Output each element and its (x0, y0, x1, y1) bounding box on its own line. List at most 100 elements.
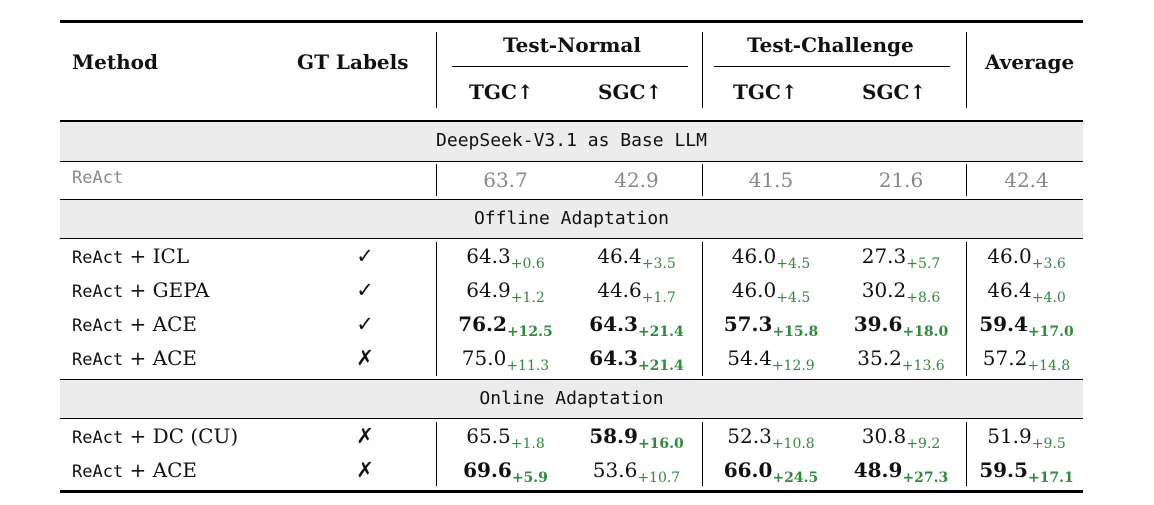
baseline-divider-3 (966, 164, 968, 196)
cell-value: 66.0 (723, 458, 773, 482)
cell-average: 51.9+9.5 (970, 424, 1083, 452)
cell-delta: +8.6 (906, 290, 941, 306)
cell-value: 27.3 (861, 244, 907, 268)
cell-value: 64.3 (589, 312, 638, 336)
cell-delta: +15.8 (772, 324, 819, 340)
section-title-base: DeepSeek-V3.1 as Base LLM (436, 130, 707, 151)
header-rule (60, 120, 1083, 122)
cell-value: 46.0 (731, 278, 777, 302)
baseline-tgc-challenge: 41.5 (748, 168, 794, 192)
cell-sgc-challenge: 30.8+9.2 (836, 424, 966, 452)
row-method-base: ReAct (72, 248, 124, 268)
cell-tgc-normal: 75.0+11.3 (440, 346, 571, 374)
row-gt-label-mark: ✗ (356, 346, 374, 370)
test-normal-underline (452, 66, 688, 68)
baseline-method: ReAct (72, 168, 124, 188)
cell-delta: +12.9 (771, 358, 815, 374)
cell-value: 64.3 (589, 346, 638, 370)
rule-after-base-section (60, 161, 1083, 163)
baseline-sgc-normal: 42.9 (614, 168, 659, 192)
row-method-variant: + ACE (123, 346, 198, 370)
cell-average: 59.5+17.1 (970, 458, 1083, 486)
cell-value: 75.0 (461, 346, 507, 370)
cell-delta: +21.4 (637, 358, 684, 374)
section-band-base (60, 122, 1083, 161)
offline-divider-1 (436, 242, 438, 376)
row-method: ReAct + GEPA (72, 278, 209, 304)
cell-delta: +9.2 (906, 436, 941, 452)
cell-delta: +1.2 (510, 290, 545, 306)
cell-value: 44.6 (597, 278, 642, 302)
cell-average: 59.4+17.0 (970, 312, 1083, 340)
cell-delta: +0.6 (510, 256, 545, 272)
rule-after-offline-rows (60, 379, 1083, 381)
section-band-online (60, 380, 1083, 418)
cell-value: 76.2 (458, 312, 507, 336)
cell-delta: +4.5 (776, 290, 811, 306)
cell-delta: +4.5 (776, 256, 811, 272)
header-divider-2 (702, 32, 704, 108)
offline-divider-2 (702, 242, 704, 376)
row-method: ReAct + ICL (72, 244, 189, 270)
cell-delta: +1.7 (641, 290, 676, 306)
baseline-divider-1 (436, 164, 438, 196)
section-band-offline (60, 200, 1083, 238)
cell-delta: +18.0 (902, 324, 949, 340)
cell-value: 57.3 (723, 312, 773, 336)
cell-value: 59.5 (979, 458, 1028, 482)
cell-delta: +5.9 (511, 470, 548, 486)
cell-value: 58.9 (589, 424, 638, 448)
cell-sgc-normal: 64.3+21.4 (571, 312, 702, 340)
cell-sgc-challenge: 27.3+5.7 (836, 244, 966, 272)
header-sgc-challenge: SGC↑ (862, 80, 927, 104)
cell-value: 57.2 (982, 346, 1028, 370)
cell-tgc-challenge: 46.0+4.5 (706, 244, 836, 272)
cell-sgc-normal: 64.3+21.4 (571, 346, 702, 374)
cell-sgc-normal: 58.9+16.0 (571, 424, 702, 452)
cell-value: 39.6 (853, 312, 903, 336)
row-method: ReAct + ACE (72, 458, 197, 484)
row-method: ReAct + ACE (72, 346, 197, 372)
cell-value: 30.2 (861, 278, 907, 302)
cell-sgc-normal: 53.6+10.7 (571, 458, 702, 486)
cell-value: 51.9 (987, 424, 1032, 448)
section-title-online: Online Adaptation (479, 388, 664, 409)
cell-value: 64.3 (466, 244, 511, 268)
cell-tgc-challenge: 57.3+15.8 (706, 312, 836, 340)
header-divider-1 (436, 32, 438, 108)
cell-average: 46.4+4.0 (970, 278, 1083, 306)
cell-delta: +4.0 (1031, 290, 1066, 306)
cell-delta: +11.3 (506, 358, 550, 374)
cell-tgc-challenge: 52.3+10.8 (706, 424, 836, 452)
row-method-base: ReAct (72, 428, 124, 448)
header-tgc-normal: TGC↑ (469, 80, 534, 104)
row-method-variant: + GEPA (123, 278, 210, 302)
row-method-base: ReAct (72, 462, 124, 482)
cell-delta: +10.8 (771, 436, 815, 452)
cell-tgc-challenge: 66.0+24.5 (706, 458, 836, 486)
cell-delta: +17.0 (1027, 324, 1074, 340)
cell-tgc-challenge: 46.0+4.5 (706, 278, 836, 306)
row-method: ReAct + ACE (72, 312, 197, 338)
row-gt-label-mark: ✓ (356, 278, 374, 302)
row-method-base: ReAct (72, 282, 124, 302)
row-method-base: ReAct (72, 350, 124, 370)
cell-delta: +17.1 (1027, 470, 1074, 486)
header-gt-labels: GT Labels (297, 50, 409, 74)
cell-delta: +10.7 (637, 470, 681, 486)
cell-delta: +21.4 (637, 324, 684, 340)
row-method-variant: + ICL (123, 244, 190, 268)
bottom-rule (60, 490, 1083, 493)
cell-value: 54.4 (727, 346, 772, 370)
cell-delta: +1.8 (510, 436, 545, 452)
cell-delta: +24.5 (772, 470, 819, 486)
cell-tgc-normal: 69.6+5.9 (440, 458, 571, 486)
cell-average: 57.2+14.8 (970, 346, 1083, 374)
cell-sgc-normal: 44.6+1.7 (571, 278, 702, 306)
header-average: Average (985, 50, 1075, 74)
header-method: Method (72, 50, 158, 74)
cell-value: 64.9 (466, 278, 511, 302)
cell-tgc-normal: 65.5+1.8 (440, 424, 571, 452)
cell-sgc-challenge: 30.2+8.6 (836, 278, 966, 306)
cell-value: 46.0 (731, 244, 777, 268)
